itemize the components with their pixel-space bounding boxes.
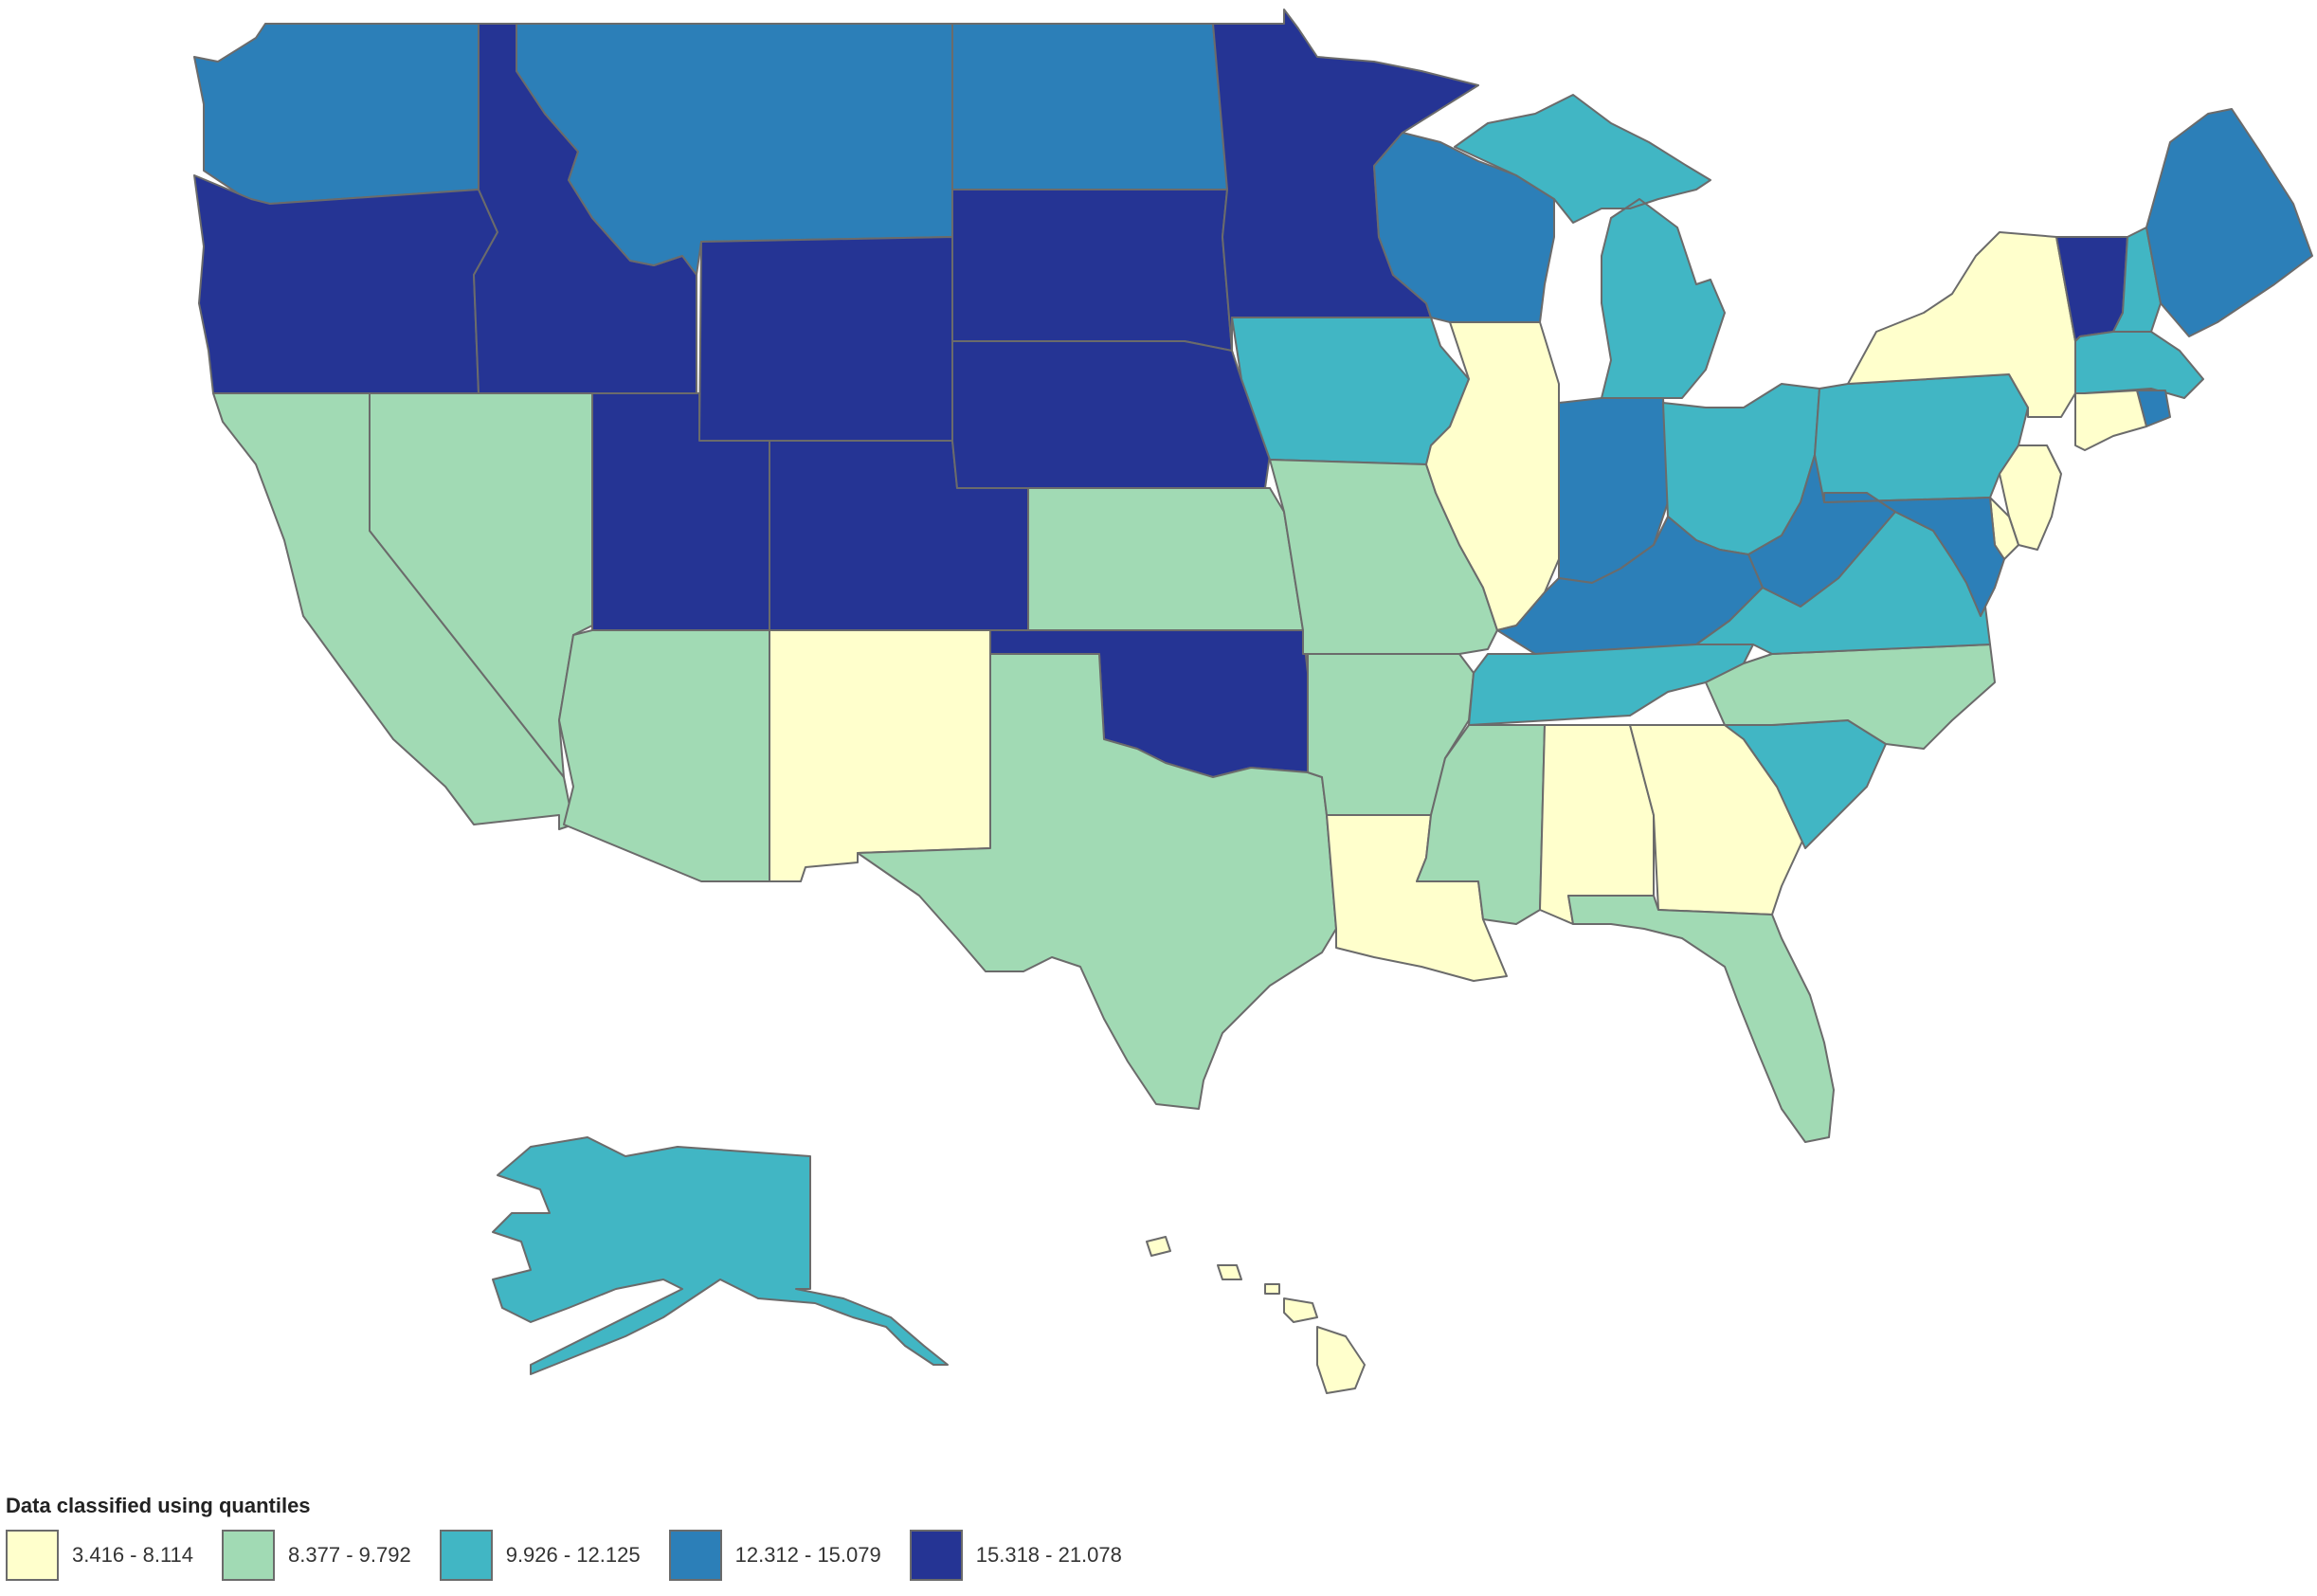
- legend-label: 9.926 - 12.125: [505, 1543, 641, 1567]
- legend-swatch: [222, 1530, 276, 1581]
- state-MI[interactable]: [1454, 94, 1726, 399]
- map-legend: Data classified using quantiles 3.416 - …: [6, 1494, 1150, 1581]
- legend-item: 3.416 - 8.114: [6, 1530, 193, 1581]
- state-AZ[interactable]: [558, 629, 770, 882]
- state-NM[interactable]: [769, 629, 991, 882]
- legend-label: 15.318 - 21.078: [975, 1543, 1122, 1567]
- state-TX[interactable]: [857, 653, 1337, 1110]
- state-KS[interactable]: [1027, 487, 1304, 631]
- legend-items: 3.416 - 8.114 8.377 - 9.792 9.926 - 12.1…: [6, 1530, 1150, 1581]
- state-FL[interactable]: [1567, 895, 1835, 1143]
- state-WA[interactable]: [193, 23, 480, 205]
- state-CT[interactable]: [2074, 390, 2147, 451]
- state-WI[interactable]: [1373, 132, 1555, 323]
- legend-swatch: [668, 1530, 722, 1581]
- state-MD[interactable]: [1823, 492, 2005, 617]
- state-MA[interactable]: [2074, 331, 2204, 399]
- state-WY[interactable]: [698, 236, 953, 442]
- legend-item: 12.312 - 15.079: [668, 1530, 881, 1581]
- state-AL[interactable]: [1539, 724, 1655, 925]
- legend-swatch: [6, 1530, 59, 1581]
- legend-swatch: [909, 1530, 963, 1581]
- state-SD[interactable]: [951, 189, 1233, 352]
- state-PA[interactable]: [1814, 373, 2029, 503]
- state-NJ[interactable]: [1999, 444, 2062, 551]
- legend-label: 3.416 - 8.114: [72, 1543, 194, 1567]
- state-NC[interactable]: [1705, 644, 1996, 750]
- state-ND[interactable]: [951, 23, 1228, 190]
- legend-item: 8.377 - 9.792: [222, 1530, 411, 1581]
- state-HI[interactable]: [1146, 1236, 1366, 1394]
- legend-swatch: [439, 1530, 493, 1581]
- state-NE[interactable]: [951, 340, 1271, 489]
- legend-item: 15.318 - 21.078: [909, 1530, 1122, 1581]
- state-AK[interactable]: [492, 1136, 949, 1375]
- state-ME[interactable]: [2145, 108, 2313, 337]
- legend-title: Data classified using quantiles: [6, 1494, 311, 1517]
- legend-label: 12.312 - 15.079: [734, 1543, 881, 1567]
- legend-label: 8.377 - 9.792: [288, 1543, 411, 1567]
- legend-item: 9.926 - 12.125: [439, 1530, 641, 1581]
- state-OR[interactable]: [193, 174, 498, 394]
- choropleth-map: [193, 9, 2313, 1394]
